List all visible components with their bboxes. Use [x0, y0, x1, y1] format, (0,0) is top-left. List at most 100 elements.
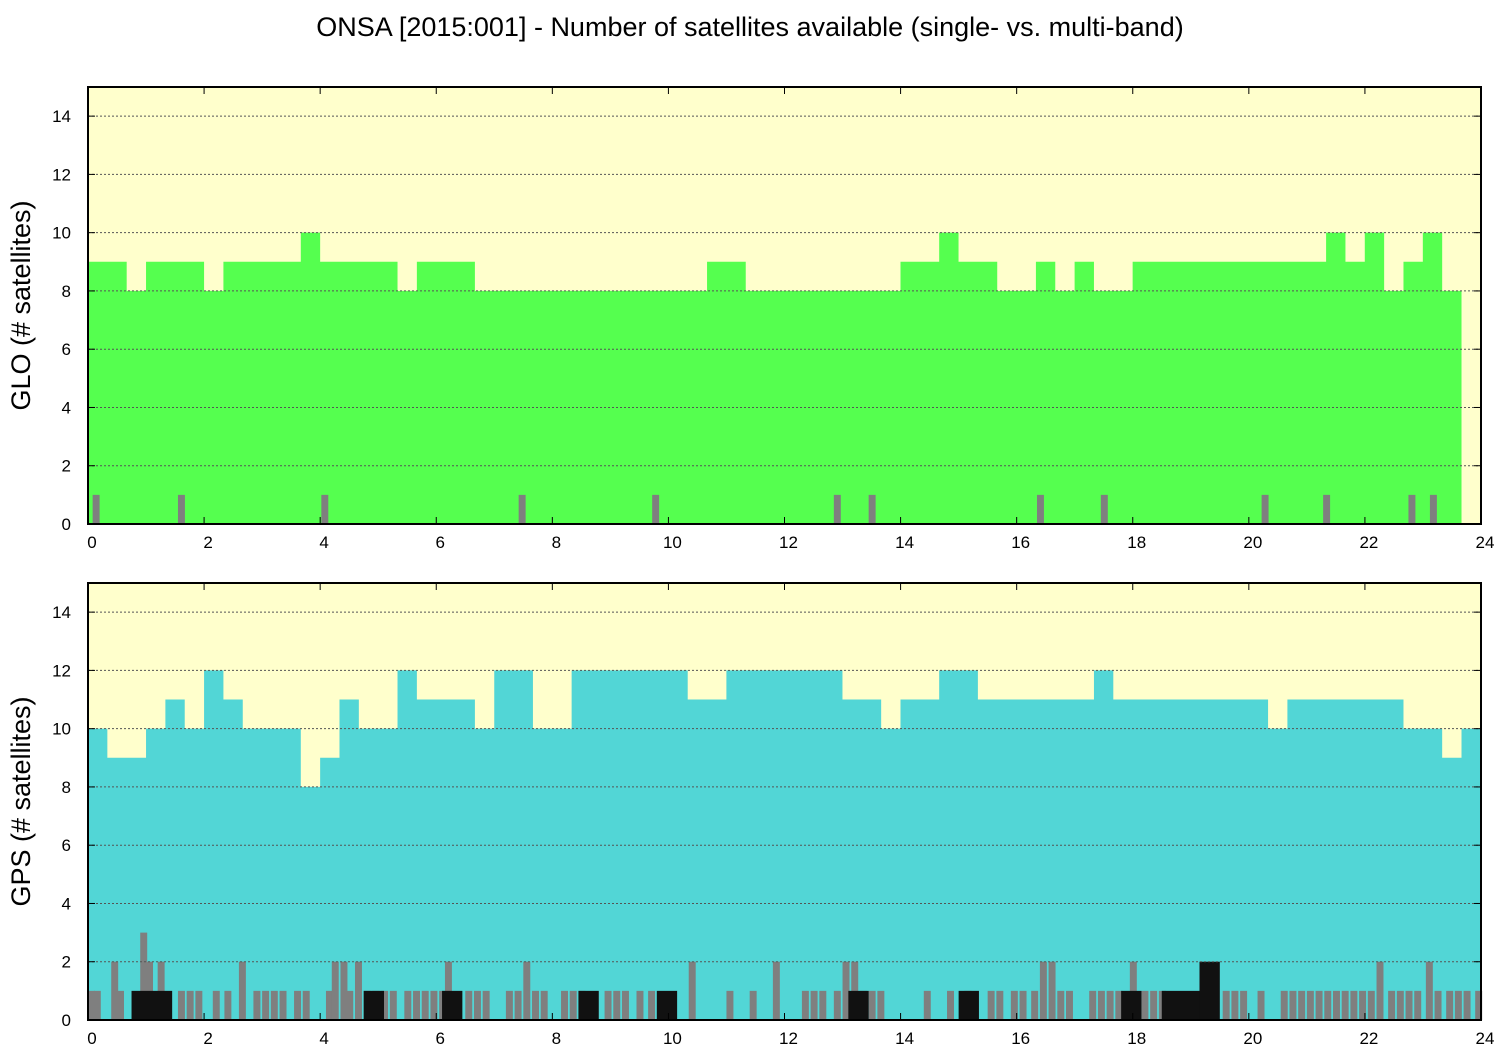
- grey-bar: [749, 990, 757, 1020]
- grey-bar: [1057, 990, 1065, 1020]
- grey-bar: [177, 990, 185, 1020]
- grey-bar: [224, 990, 232, 1020]
- plot-frame: [87, 86, 1482, 525]
- y-axis-title: GPS (# satellites): [6, 696, 36, 906]
- grey-bar: [726, 990, 734, 1020]
- grey-bar: [1429, 494, 1437, 524]
- grey-bar: [1434, 990, 1442, 1020]
- grey-bar: [842, 961, 850, 1020]
- grey-bar: [1089, 990, 1097, 1020]
- grey-bar: [1231, 990, 1239, 1020]
- x-tick-label: 6: [436, 1029, 445, 1048]
- grey-bar: [1315, 990, 1323, 1020]
- black-bar: [442, 990, 463, 1020]
- grey-bar: [325, 990, 333, 1020]
- grey-bar: [532, 990, 539, 1020]
- grey-bar: [801, 990, 809, 1020]
- grey-bar: [604, 990, 612, 1020]
- plot-frame: [87, 582, 1482, 1021]
- grey-bar: [1048, 961, 1056, 1020]
- grey-bar: [270, 990, 278, 1020]
- grey-bar: [1341, 990, 1349, 1020]
- x-tick-label: 18: [1127, 533, 1146, 552]
- grey-bar: [1425, 961, 1433, 1020]
- x-tick-label: 24: [1476, 1029, 1495, 1048]
- grey-bar: [1240, 990, 1248, 1020]
- grey-bar: [1350, 990, 1358, 1020]
- grey-bar: [621, 990, 629, 1020]
- grey-bar: [652, 494, 660, 524]
- y-tick-label: 4: [62, 398, 71, 417]
- grey-bar: [1324, 990, 1332, 1020]
- y-tick-label: 0: [62, 515, 71, 534]
- grey-bar: [238, 961, 246, 1020]
- y-tick-label: 12: [52, 165, 71, 184]
- grey-bar: [1141, 990, 1149, 1020]
- grey-bar: [331, 961, 339, 1020]
- grey-bar: [648, 990, 656, 1020]
- x-tick-label: 24: [1476, 533, 1495, 552]
- grey-bar: [482, 990, 490, 1020]
- grey-bar: [688, 961, 696, 1020]
- grey-bar: [613, 990, 621, 1020]
- grey-bar: [868, 990, 876, 1020]
- grey-bar: [389, 990, 397, 1020]
- y-tick-label: 4: [62, 894, 71, 913]
- y-tick-label: 6: [62, 340, 71, 359]
- grey-bar: [1019, 990, 1027, 1020]
- grey-bar: [518, 494, 526, 524]
- grey-bar: [819, 990, 827, 1020]
- y-tick-label: 8: [62, 778, 71, 797]
- grey-bar: [505, 990, 513, 1020]
- black-bar: [656, 990, 678, 1020]
- grey-bar: [1222, 990, 1230, 1020]
- grey-bar: [1010, 990, 1018, 1020]
- black-bar: [131, 990, 173, 1020]
- x-tick-label: 4: [319, 533, 328, 552]
- grey-bar: [1257, 990, 1265, 1020]
- grey-bar: [947, 990, 954, 1020]
- x-tick-label: 20: [1243, 1029, 1262, 1048]
- x-tick-label: 22: [1359, 533, 1378, 552]
- grey-bar: [1388, 990, 1396, 1020]
- x-tick-label: 8: [552, 533, 561, 552]
- x-tick-label: 16: [1011, 533, 1030, 552]
- grey-bar: [212, 990, 220, 1020]
- x-tick-label: 12: [779, 533, 798, 552]
- x-tick-label: 12: [779, 1029, 798, 1048]
- grey-bar: [404, 990, 412, 1020]
- grey-bar: [1298, 990, 1306, 1020]
- black-bar: [958, 990, 979, 1020]
- grey-bar: [1150, 990, 1158, 1020]
- grey-bar: [1039, 961, 1047, 1020]
- grey-bar: [1475, 990, 1483, 1020]
- grey-bar: [473, 990, 481, 1020]
- y-tick-label: 0: [62, 1011, 71, 1030]
- grey-bar: [1066, 990, 1073, 1020]
- series-total-area: [88, 232, 1462, 524]
- grey-bar: [1306, 990, 1314, 1020]
- y-tick-label: 10: [52, 224, 71, 243]
- grey-bar: [1414, 990, 1422, 1020]
- chart-title: ONSA [2015:001] - Number of satellites a…: [316, 12, 1184, 42]
- grey-bar: [421, 990, 429, 1020]
- grey-bar: [111, 961, 119, 1020]
- grey-bar: [381, 990, 389, 1020]
- grey-bar: [1261, 494, 1269, 524]
- grey-bar: [1289, 990, 1297, 1020]
- x-tick-label: 22: [1359, 1029, 1378, 1048]
- x-tick-label: 2: [203, 533, 212, 552]
- x-tick-label: 20: [1243, 533, 1262, 552]
- grey-bar: [340, 961, 348, 1020]
- y-tick-label: 14: [52, 107, 71, 126]
- black-bar: [578, 990, 599, 1020]
- grey-bar: [1031, 990, 1039, 1020]
- grey-bar: [1115, 990, 1123, 1020]
- grey-bar: [569, 990, 577, 1020]
- grey-bar: [1454, 990, 1462, 1020]
- x-tick-label: 14: [895, 1029, 914, 1048]
- x-tick-label: 18: [1127, 1029, 1146, 1048]
- grey-bar: [1408, 494, 1416, 524]
- grey-bar: [1036, 494, 1044, 524]
